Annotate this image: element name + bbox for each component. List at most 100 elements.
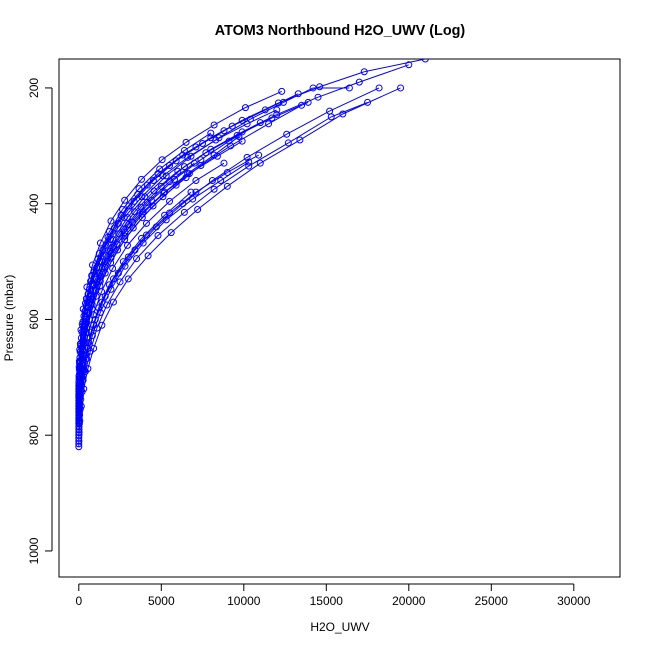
data-point — [355, 78, 363, 86]
series-line-segment — [91, 285, 101, 310]
series-line-segment — [147, 232, 172, 257]
data-point — [143, 199, 151, 207]
series-line-segment — [85, 283, 93, 306]
data-point — [223, 182, 231, 190]
series-line-segment — [192, 180, 221, 200]
data-point — [197, 156, 205, 164]
data-point — [190, 159, 198, 167]
data-point — [256, 159, 264, 167]
series-line-segment — [151, 179, 175, 201]
series-line-segment — [138, 168, 160, 190]
series-line-segment — [236, 117, 273, 136]
data-point — [180, 208, 188, 216]
y-tick-label: 800 — [27, 425, 41, 445]
series-line-segment — [113, 224, 130, 247]
series-line-segment — [98, 284, 110, 309]
series-line-segment — [153, 170, 179, 192]
data-point — [154, 170, 162, 178]
series-line-segment — [106, 281, 121, 306]
series-line-segment — [104, 243, 118, 268]
data-point — [208, 177, 216, 185]
data-point — [255, 151, 263, 159]
series-line-segment — [102, 227, 115, 251]
data-point — [124, 275, 132, 283]
series-line-segment — [146, 201, 170, 224]
data-point — [121, 196, 129, 204]
y-tick-label: 1000 — [27, 537, 41, 564]
x-tick-label: 10000 — [227, 594, 261, 608]
data-point — [90, 287, 98, 295]
data-point — [94, 255, 102, 263]
series-line-segment — [245, 90, 282, 109]
series-line-segment — [286, 110, 330, 135]
series-line-segment — [210, 131, 243, 150]
data-point — [314, 93, 322, 101]
series-line-segment — [127, 234, 147, 258]
data-point — [98, 298, 106, 306]
series-line-segment — [120, 194, 138, 216]
data-point — [192, 188, 200, 196]
data-point — [245, 162, 253, 170]
data-point — [144, 252, 152, 260]
data-point — [123, 241, 131, 249]
data-point — [162, 216, 170, 224]
data-point — [405, 61, 413, 69]
data-point — [96, 239, 104, 247]
series-line-segment — [153, 160, 177, 181]
data-point — [189, 195, 197, 203]
series-line-segment — [215, 123, 248, 141]
series-line-segment — [169, 162, 195, 183]
data-point — [121, 232, 129, 240]
series-line-segment — [87, 325, 95, 349]
series-line-segment — [213, 107, 246, 126]
data-point — [180, 163, 188, 171]
y-tick-label: 600 — [27, 309, 41, 329]
series-line-segment — [81, 303, 86, 325]
series-line-segment — [136, 235, 159, 260]
series-line-segment — [99, 289, 112, 313]
data-point — [213, 152, 221, 160]
series-line-segment — [187, 154, 215, 175]
series-line-segment — [187, 139, 217, 158]
series-line-segment — [93, 268, 103, 291]
data-point — [166, 178, 174, 186]
data-point — [207, 134, 215, 142]
data-point — [117, 211, 125, 219]
series-line-segment — [170, 209, 198, 234]
series-line-segment — [124, 213, 143, 237]
series-line-segment — [127, 255, 149, 280]
series-line-segment — [89, 327, 98, 352]
data-point — [274, 99, 282, 107]
x-tick-label: 20000 — [392, 594, 426, 608]
series-line-segment — [217, 140, 243, 157]
data-point — [273, 106, 281, 114]
series-line-segment — [101, 268, 114, 292]
series-line-segment — [212, 156, 248, 181]
series-line-segment — [141, 159, 163, 180]
series-line-segment — [241, 102, 279, 121]
series-line-segment — [156, 203, 184, 228]
data-point — [142, 231, 150, 239]
series-line-segment — [82, 305, 87, 327]
plot-frame — [58, 58, 621, 578]
series-line-segment — [195, 172, 228, 193]
series-line-segment — [113, 256, 129, 280]
data-point — [278, 87, 286, 95]
data-point — [364, 98, 372, 106]
series-line-segment — [119, 258, 137, 283]
series-line-segment — [278, 86, 320, 104]
series-line-segment — [141, 175, 164, 198]
series-line-segment — [157, 211, 185, 236]
series-line-segment — [157, 154, 184, 174]
data-point — [134, 190, 142, 198]
series-line-segment — [123, 196, 143, 218]
series-line-segment — [101, 278, 114, 303]
data-point — [172, 157, 180, 165]
data-point — [241, 104, 249, 112]
data-point — [110, 243, 118, 251]
series-line-segment — [184, 188, 215, 213]
data-point — [149, 177, 157, 185]
series-line-segment — [184, 148, 212, 168]
series-line-segment — [213, 165, 250, 190]
